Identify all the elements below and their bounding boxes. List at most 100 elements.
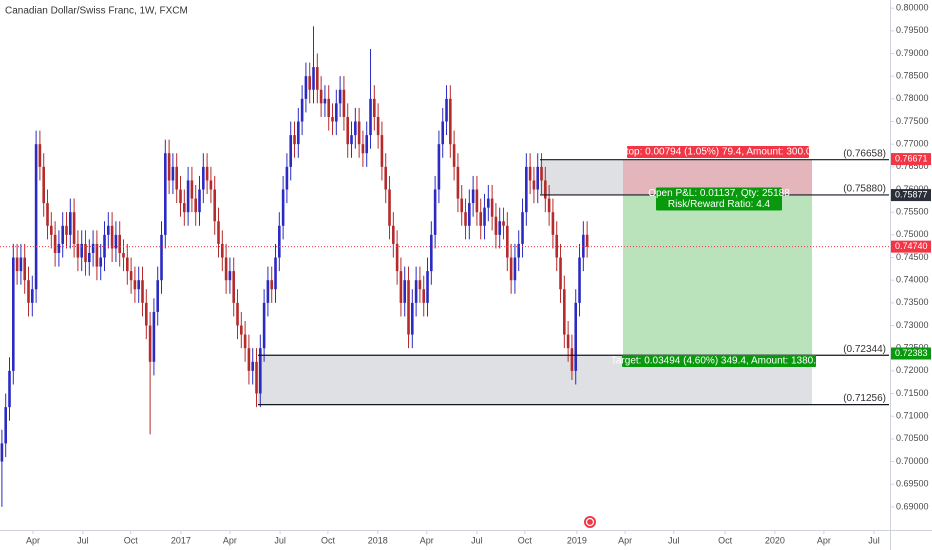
- candle-body: [46, 203, 49, 226]
- candle-body: [487, 198, 490, 208]
- candle-body: [270, 280, 274, 290]
- candle-body: [133, 280, 137, 290]
- candle-body: [34, 144, 38, 290]
- candle-body: [122, 252, 125, 258]
- candle-body: [574, 302, 578, 371]
- candle-body: [411, 302, 414, 335]
- y-tick-label: 0.75000: [896, 229, 929, 239]
- x-tick-label: Apr: [26, 535, 40, 545]
- y-tick-label: 0.73000: [896, 320, 929, 330]
- x-tick-label: 2018: [368, 535, 388, 545]
- candle-body: [373, 98, 376, 117]
- candle-body: [551, 212, 555, 235]
- candle-body: [460, 198, 464, 213]
- candle-body: [126, 257, 129, 272]
- target-zone: [623, 194, 812, 356]
- y-tick-label: 0.69500: [896, 479, 929, 489]
- candle-body: [15, 257, 19, 272]
- level-label: (0.72344): [843, 344, 886, 355]
- stop-label-box: [627, 146, 809, 158]
- candle-body: [361, 144, 365, 154]
- y-tick-label: 0.75500: [896, 207, 929, 217]
- candle-body: [418, 280, 422, 290]
- x-tick-label: Oct: [718, 535, 733, 545]
- y-tick-label: 0.78000: [896, 93, 929, 103]
- candle-body: [167, 153, 171, 181]
- candle-body: [171, 166, 175, 181]
- candle-body: [559, 257, 562, 290]
- candle-body: [506, 225, 509, 258]
- pnl-label-text: Open P&L: 0.01137, Qty: 25188: [648, 188, 790, 199]
- candle-body: [380, 135, 384, 167]
- candle-body: [164, 153, 167, 235]
- stop-label-text: Stop: 0.00794 (1.05%) 79.4, Amount: 300.…: [619, 147, 817, 158]
- candle-body: [110, 225, 114, 249]
- candle-body: [585, 234, 589, 247]
- candle-body: [23, 257, 27, 281]
- candle-body: [293, 135, 296, 145]
- candle-body: [266, 280, 270, 303]
- candle-body: [350, 135, 353, 145]
- candle-body: [338, 89, 342, 104]
- candle-body: [426, 271, 429, 303]
- candle-body: [357, 121, 361, 145]
- candle-body: [141, 280, 144, 303]
- y-tick-label: 0.74500: [896, 252, 929, 262]
- target-label-text: Target: 0.03494 (4.60%) 349.4, Amount: 1…: [611, 356, 828, 367]
- overlay: (0.76658) (0.75880) (0.72344) (0.71256) Stop…: [0, 146, 890, 406]
- candle-body: [4, 407, 8, 444]
- candle-body: [76, 243, 80, 258]
- y-tick-label: 0.80000: [896, 3, 929, 13]
- candle-body: [281, 189, 285, 226]
- candle-body: [540, 166, 543, 181]
- candle-body: [319, 89, 323, 104]
- candle-body: [297, 121, 300, 145]
- candle-body: [369, 98, 372, 136]
- candle-body: [236, 302, 239, 326]
- candle-body: [308, 76, 312, 90]
- candle-body: [255, 361, 258, 394]
- candle-body: [0, 443, 4, 462]
- candle-body: [342, 89, 346, 117]
- pnl-label-text: Risk/Reward Ratio: 4.4: [668, 199, 771, 210]
- candle-body: [494, 216, 498, 235]
- candle-body: [395, 243, 399, 272]
- candle-body: [532, 180, 536, 190]
- x-tick-label: Oct: [124, 535, 139, 545]
- candle-body: [61, 225, 65, 244]
- candle-body: [331, 116, 334, 122]
- candle-body: [179, 189, 182, 204]
- candle-body: [502, 221, 505, 226]
- level-label: (0.76658): [843, 148, 886, 159]
- candle-body: [243, 334, 247, 349]
- candle-body: [232, 271, 236, 303]
- candle-body: [145, 302, 148, 326]
- candle-body: [513, 257, 517, 281]
- y-tick-label: 0.72000: [896, 365, 929, 375]
- candle-body: [422, 289, 426, 303]
- candle-body: [209, 180, 213, 190]
- candle-body: [376, 116, 380, 136]
- y-tick-label: 0.77500: [896, 116, 929, 126]
- candle-body: [186, 180, 190, 213]
- candle-body: [509, 257, 513, 281]
- candle-body: [228, 271, 232, 281]
- candle-body: [99, 257, 103, 267]
- price-badge: [891, 347, 931, 360]
- candle-body: [483, 207, 486, 226]
- x-tick-label: Jul: [471, 535, 483, 545]
- candle-body: [479, 212, 483, 226]
- candle-body: [175, 166, 179, 190]
- candle-body: [259, 348, 262, 394]
- candle-body: [278, 225, 281, 258]
- candle-body: [198, 189, 201, 213]
- candle-body: [114, 234, 118, 249]
- candle-body: [240, 325, 243, 335]
- candle-body: [555, 234, 559, 258]
- candle-body: [471, 189, 475, 204]
- candle-body: [213, 189, 217, 222]
- candle-body: [490, 198, 494, 217]
- y-tick-label: 0.73500: [896, 297, 929, 307]
- candle-body: [441, 121, 445, 145]
